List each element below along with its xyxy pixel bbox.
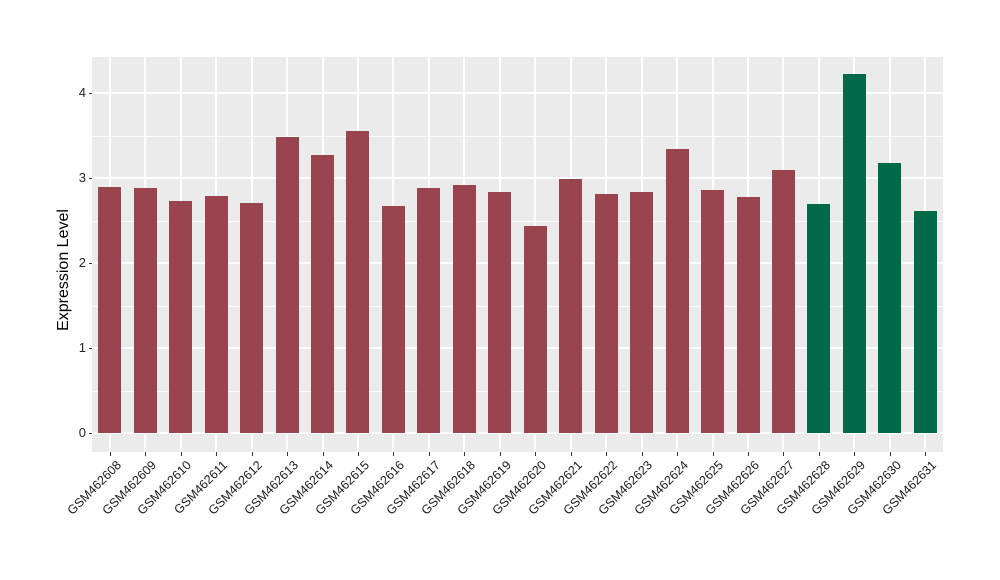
bar-GSM462620 xyxy=(523,225,547,433)
x-tick-mark xyxy=(145,452,147,456)
x-tick-mark xyxy=(818,452,820,456)
x-tick-mark xyxy=(889,452,891,456)
bar-GSM462608 xyxy=(98,186,122,433)
bar-GSM462624 xyxy=(665,149,689,433)
x-tick-mark xyxy=(499,452,501,456)
bar-GSM462629 xyxy=(842,74,866,433)
bar-GSM462614 xyxy=(311,155,334,433)
x-tick-mark xyxy=(925,452,927,456)
bar-GSM462618 xyxy=(452,184,476,433)
x-tick-mark xyxy=(854,452,856,456)
x-tick-mark xyxy=(748,452,749,456)
bar-GSM462617 xyxy=(417,188,441,433)
minor-gridline xyxy=(92,390,943,392)
bar-GSM462613 xyxy=(275,137,299,433)
y-tick-mark xyxy=(89,93,92,94)
bar-GSM462616 xyxy=(381,206,405,433)
y-tick-mark xyxy=(89,433,92,434)
bar-GSM462626 xyxy=(736,196,760,433)
x-tick-mark xyxy=(428,452,430,456)
x-tick-mark xyxy=(216,452,218,456)
x-tick-mark xyxy=(109,452,111,456)
bar-GSM462623 xyxy=(630,192,654,433)
x-tick-mark xyxy=(783,452,785,456)
minor-gridline xyxy=(92,305,943,307)
minor-gridline xyxy=(92,220,943,222)
major-gridline xyxy=(92,177,943,179)
bar-GSM462612 xyxy=(240,202,264,433)
bar-GSM462627 xyxy=(771,169,795,433)
x-tick-mark xyxy=(251,452,253,456)
bar-GSM462622 xyxy=(594,194,618,433)
x-tick-mark xyxy=(357,452,359,456)
major-gridline xyxy=(92,262,943,264)
x-tick-mark xyxy=(393,452,395,456)
y-tick-mark xyxy=(89,178,92,179)
x-tick-mark xyxy=(712,452,714,456)
x-tick-mark xyxy=(606,452,608,456)
plot-panel xyxy=(92,57,943,452)
bar-GSM462621 xyxy=(559,178,583,433)
bar-GSM462630 xyxy=(878,162,902,433)
x-tick-mark xyxy=(570,452,572,456)
x-tick-mark xyxy=(677,452,679,456)
y-tick-label: 0 xyxy=(78,425,86,440)
minor-gridline xyxy=(92,135,943,137)
y-tick-label: 4 xyxy=(78,85,86,100)
x-tick-mark xyxy=(180,452,182,456)
bar-GSM462610 xyxy=(169,200,193,433)
major-gridline xyxy=(92,347,943,349)
y-tick-mark xyxy=(89,263,92,264)
bar-GSM462615 xyxy=(346,131,370,434)
x-tick-mark xyxy=(641,452,643,456)
y-tick-label: 3 xyxy=(78,170,86,185)
y-tick-label: 1 xyxy=(78,340,86,355)
x-tick-mark xyxy=(322,452,324,456)
y-tick-mark xyxy=(89,348,92,349)
y-tick-label: 2 xyxy=(78,255,86,270)
major-gridline xyxy=(92,92,943,94)
major-gridline xyxy=(92,432,943,434)
x-tick-mark xyxy=(535,452,537,456)
bar-GSM462628 xyxy=(807,204,831,433)
bar-GSM462625 xyxy=(701,189,724,433)
x-tick-mark xyxy=(287,452,288,456)
x-tick-mark xyxy=(464,452,466,456)
bar-GSM462619 xyxy=(488,192,512,433)
bar-GSM462611 xyxy=(204,195,228,433)
bar-GSM462609 xyxy=(133,188,157,433)
bar-GSM462631 xyxy=(913,211,937,433)
